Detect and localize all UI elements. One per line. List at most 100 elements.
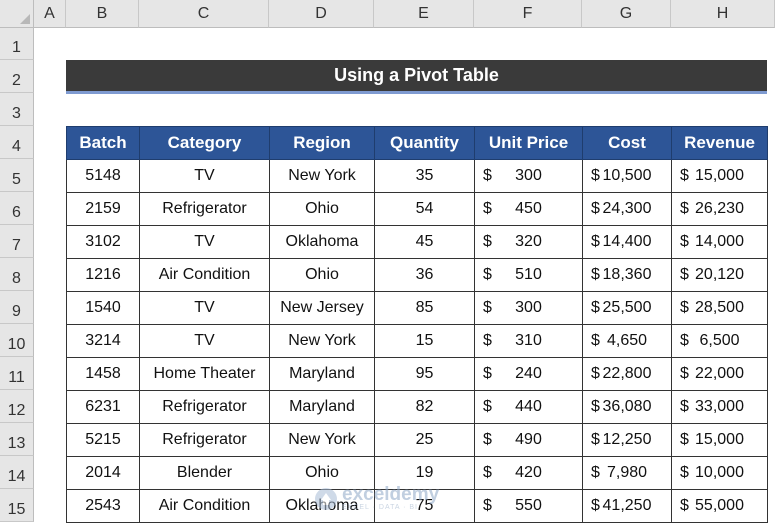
row-header-2[interactable]: 2 xyxy=(0,60,34,93)
column-header-e[interactable]: E xyxy=(374,0,474,28)
cell-category[interactable]: Air Condition xyxy=(139,489,270,523)
cell-cost[interactable]: $12,250 xyxy=(582,423,672,457)
row-header-11[interactable]: 11 xyxy=(0,357,34,390)
column-header-h[interactable]: H xyxy=(671,0,775,28)
cell-quantity[interactable]: 95 xyxy=(374,357,475,391)
header-cell-quantity[interactable]: Quantity xyxy=(374,126,475,160)
cell-cost[interactable]: $14,400 xyxy=(582,225,672,259)
cell-batch[interactable]: 3214 xyxy=(66,324,140,358)
column-header-c[interactable]: C xyxy=(139,0,269,28)
cell-region[interactable]: New York xyxy=(269,159,375,193)
cell-batch[interactable]: 1458 xyxy=(66,357,140,391)
cell-region[interactable]: Oklahoma xyxy=(269,489,375,523)
header-cell-revenue[interactable]: Revenue xyxy=(671,126,768,160)
column-header-b[interactable]: B xyxy=(66,0,139,28)
cell-revenue[interactable]: $20,120 xyxy=(671,258,768,292)
row-header-14[interactable]: 14 xyxy=(0,456,34,489)
cell-quantity[interactable]: 15 xyxy=(374,324,475,358)
cell-revenue[interactable]: $55,000 xyxy=(671,489,768,523)
cell-cost[interactable]: $24,300 xyxy=(582,192,672,226)
cell-region[interactable]: Maryland xyxy=(269,390,375,424)
cell-quantity[interactable]: 85 xyxy=(374,291,475,325)
header-cell-cost[interactable]: Cost xyxy=(582,126,672,160)
cell-region[interactable]: Oklahoma xyxy=(269,225,375,259)
cell-unit-price[interactable]: $240 xyxy=(474,357,583,391)
cell-quantity[interactable]: 82 xyxy=(374,390,475,424)
cell-category[interactable]: Refrigerator xyxy=(139,423,270,457)
cell-cost[interactable]: $18,360 xyxy=(582,258,672,292)
cell-quantity[interactable]: 54 xyxy=(374,192,475,226)
header-cell-unit-price[interactable]: Unit Price xyxy=(474,126,583,160)
cell-unit-price[interactable]: $490 xyxy=(474,423,583,457)
cell-batch[interactable]: 2159 xyxy=(66,192,140,226)
header-cell-batch[interactable]: Batch xyxy=(66,126,140,160)
cell-quantity[interactable]: 25 xyxy=(374,423,475,457)
cell-revenue[interactable]: $15,000 xyxy=(671,159,768,193)
cell-cost[interactable]: $10,500 xyxy=(582,159,672,193)
cell-category[interactable]: Refrigerator xyxy=(139,192,270,226)
cell-category[interactable]: Blender xyxy=(139,456,270,490)
column-header-a[interactable]: A xyxy=(34,0,66,28)
cell-unit-price[interactable]: $510 xyxy=(474,258,583,292)
cell-batch[interactable]: 6231 xyxy=(66,390,140,424)
cell-region[interactable]: Maryland xyxy=(269,357,375,391)
column-header-g[interactable]: G xyxy=(582,0,671,28)
cell-category[interactable]: Air Condition xyxy=(139,258,270,292)
cell-revenue[interactable]: $6,500 xyxy=(671,324,768,358)
cell-unit-price[interactable]: $440 xyxy=(474,390,583,424)
cell-unit-price[interactable]: $420 xyxy=(474,456,583,490)
cell-unit-price[interactable]: $450 xyxy=(474,192,583,226)
row-header-9[interactable]: 9 xyxy=(0,291,34,324)
row-header-7[interactable]: 7 xyxy=(0,225,34,258)
cell-cost[interactable]: $4,650 xyxy=(582,324,672,358)
cell-unit-price[interactable]: $300 xyxy=(474,291,583,325)
cell-revenue[interactable]: $14,000 xyxy=(671,225,768,259)
cell-batch[interactable]: 2014 xyxy=(66,456,140,490)
cell-unit-price[interactable]: $550 xyxy=(474,489,583,523)
cell-category[interactable]: Home Theater xyxy=(139,357,270,391)
cell-revenue[interactable]: $28,500 xyxy=(671,291,768,325)
cell-cost[interactable]: $7,980 xyxy=(582,456,672,490)
cell-unit-price[interactable]: $310 xyxy=(474,324,583,358)
select-all-corner[interactable] xyxy=(0,0,34,28)
cell-unit-price[interactable]: $300 xyxy=(474,159,583,193)
cell-quantity[interactable]: 19 xyxy=(374,456,475,490)
cell-category[interactable]: TV xyxy=(139,159,270,193)
cell-cost[interactable]: $25,500 xyxy=(582,291,672,325)
cell-revenue[interactable]: $15,000 xyxy=(671,423,768,457)
row-header-10[interactable]: 10 xyxy=(0,324,34,357)
row-header-3[interactable]: 3 xyxy=(0,93,34,126)
cell-revenue[interactable]: $26,230 xyxy=(671,192,768,226)
cell-batch[interactable]: 5215 xyxy=(66,423,140,457)
cell-quantity[interactable]: 36 xyxy=(374,258,475,292)
cell-category[interactable]: Refrigerator xyxy=(139,390,270,424)
cell-category[interactable]: TV xyxy=(139,225,270,259)
column-header-f[interactable]: F xyxy=(474,0,582,28)
cell-region[interactable]: New York xyxy=(269,324,375,358)
row-header-12[interactable]: 12 xyxy=(0,390,34,423)
row-header-1[interactable]: 1 xyxy=(0,28,34,60)
cell-batch[interactable]: 1540 xyxy=(66,291,140,325)
row-header-8[interactable]: 8 xyxy=(0,258,34,291)
cell-category[interactable]: TV xyxy=(139,324,270,358)
cell-revenue[interactable]: $10,000 xyxy=(671,456,768,490)
cell-quantity[interactable]: 45 xyxy=(374,225,475,259)
cell-region[interactable]: Ohio xyxy=(269,258,375,292)
cell-batch[interactable]: 2543 xyxy=(66,489,140,523)
cell-revenue[interactable]: $22,000 xyxy=(671,357,768,391)
cell-cost[interactable]: $36,080 xyxy=(582,390,672,424)
cell-quantity[interactable]: 35 xyxy=(374,159,475,193)
cell-region[interactable]: Ohio xyxy=(269,456,375,490)
cell-region[interactable]: New York xyxy=(269,423,375,457)
cell-cost[interactable]: $22,800 xyxy=(582,357,672,391)
column-header-d[interactable]: D xyxy=(269,0,374,28)
cell-category[interactable]: TV xyxy=(139,291,270,325)
cell-batch[interactable]: 1216 xyxy=(66,258,140,292)
row-header-15[interactable]: 15 xyxy=(0,489,34,522)
row-header-13[interactable]: 13 xyxy=(0,423,34,456)
row-header-6[interactable]: 6 xyxy=(0,192,34,225)
cell-unit-price[interactable]: $320 xyxy=(474,225,583,259)
cell-batch[interactable]: 5148 xyxy=(66,159,140,193)
cell-region[interactable]: Ohio xyxy=(269,192,375,226)
cell-region[interactable]: New Jersey xyxy=(269,291,375,325)
